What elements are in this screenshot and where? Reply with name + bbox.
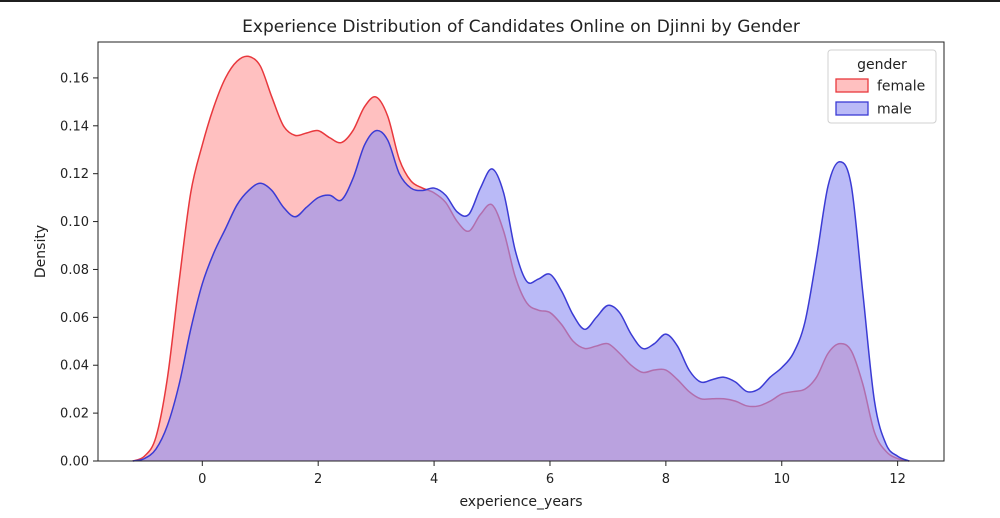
legend-swatch-female (835, 78, 869, 93)
y-tick-label: 0.02 (60, 407, 89, 422)
y-tick-label: 0.14 (60, 119, 89, 134)
legend-label-male: male (877, 102, 912, 118)
x-tick-label: 4 (430, 472, 438, 487)
x-tick-label: 2 (314, 472, 322, 487)
legend-title: gender (857, 57, 907, 73)
y-tick-label: 0.10 (60, 215, 89, 230)
axes: 0 2 4 6 8 10 12 0.00 0.02 0.04 0.06 0.08 0.10 0.12 0.1… (60, 41, 945, 487)
x-tick-label: 10 (773, 472, 790, 487)
chart-title: Experience Distribution of Candidates On… (242, 17, 800, 37)
x-tick-label: 0 (198, 472, 206, 487)
y-tick-label: 0.16 (60, 71, 89, 86)
y-tick-label: 0.08 (60, 263, 89, 278)
x-axis-label: experience_years (459, 494, 582, 510)
legend-label-female: female (877, 79, 925, 95)
legend: gender female male (827, 49, 937, 124)
y-tick-label: 0.04 (60, 359, 89, 374)
legend-swatch-male (835, 101, 869, 116)
series-area-male (132, 130, 910, 461)
legend-items: female male (835, 78, 925, 118)
y-tick-label: 0.06 (60, 311, 89, 326)
y-axis-label: Density (33, 225, 49, 278)
density-areas (132, 55, 910, 462)
series-line-male (132, 129, 910, 462)
plot-frame (97, 41, 945, 462)
x-tick-label: 12 (889, 472, 906, 487)
y-tick-label: 0.00 (60, 455, 89, 470)
y-tick-label: 0.12 (60, 167, 89, 182)
x-tick-label: 6 (546, 472, 554, 487)
top-border (0, 0, 1000, 2)
x-tick-label: 8 (662, 472, 670, 487)
